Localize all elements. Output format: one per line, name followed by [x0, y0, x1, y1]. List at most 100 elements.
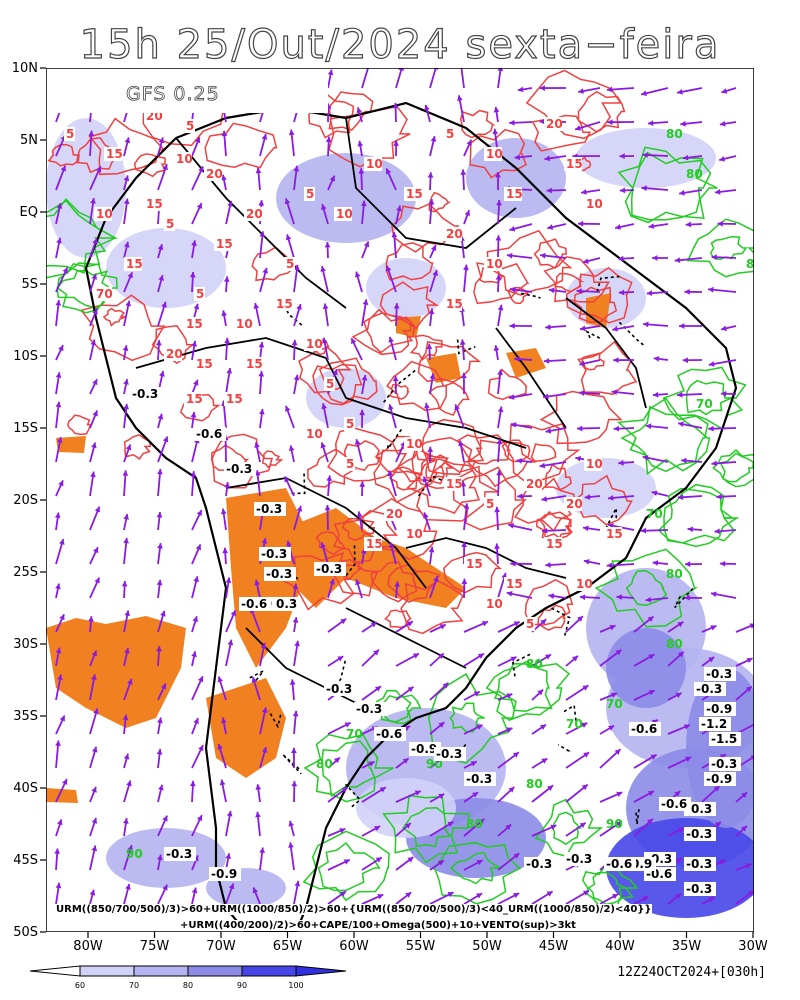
cape-contour	[102, 307, 126, 327]
wind-arrow	[55, 740, 61, 769]
humidity-contour	[433, 841, 521, 905]
colorbar-segment	[133, 965, 189, 977]
wind-arrow	[667, 651, 685, 667]
wind-arrow	[190, 411, 197, 429]
wind-arrow	[217, 743, 227, 769]
state-border	[520, 292, 541, 299]
wind-arrow	[288, 820, 295, 837]
wind-arrow	[531, 757, 548, 769]
cape-contour	[204, 122, 278, 169]
omega-label: -0.3	[256, 502, 282, 516]
wind-arrow	[361, 760, 375, 769]
wind-arrow	[607, 119, 635, 126]
humidity-label: 70	[696, 397, 713, 411]
wind-arrow	[189, 780, 196, 803]
omega-area	[46, 616, 186, 728]
wind-arrow	[55, 299, 62, 327]
cape-label: 15	[406, 187, 423, 201]
humidity-contour	[624, 151, 718, 224]
wind-arrow	[89, 238, 98, 259]
wind-arrow	[516, 458, 533, 464]
wind-arrow	[606, 562, 635, 569]
country-border	[345, 117, 517, 249]
wind-arrow	[356, 107, 363, 123]
wind-arrow	[320, 442, 329, 463]
wind-arrow	[191, 675, 204, 701]
wind-arrow	[327, 578, 335, 599]
cape-label: 10	[336, 207, 353, 221]
wind-arrow	[578, 390, 601, 396]
wind-arrow	[327, 858, 351, 871]
wind-arrow	[89, 546, 99, 565]
wind-arrow	[327, 786, 349, 803]
wind-arrow	[55, 202, 63, 225]
wind-arrow	[510, 560, 533, 567]
cape-contour	[312, 363, 363, 406]
formula-line-1: URM((850/700/500)/3)>60+URM((1000/850)/2…	[56, 904, 652, 915]
wind-arrow	[674, 257, 703, 264]
wind-arrow	[497, 656, 517, 667]
cape-contour	[400, 579, 464, 635]
wind-arrow	[708, 425, 737, 432]
lat-tick-label: 25S	[13, 565, 38, 580]
cape-contour	[425, 454, 454, 479]
wind-arrow	[651, 490, 669, 497]
wind-arrow	[708, 359, 737, 367]
wind-arrow	[225, 577, 232, 599]
cape-contour	[388, 466, 422, 491]
humidity-contour	[485, 661, 571, 721]
wind-arrow	[565, 822, 587, 837]
wind-arrow	[539, 85, 567, 91]
wind-arrow	[55, 237, 62, 259]
wind-arrow	[89, 273, 98, 293]
wind-arrow	[497, 693, 513, 701]
humidity-label: 80	[686, 167, 703, 181]
wind-arrow	[497, 892, 520, 905]
wind-arrow	[633, 689, 656, 701]
wind-arrow	[611, 389, 635, 396]
cape-label: 15	[506, 577, 523, 591]
wind-arrow	[599, 748, 622, 769]
lon-tick-label: 65W	[273, 939, 303, 954]
wind-arrow	[293, 374, 300, 395]
humidity-label: 80	[466, 817, 483, 831]
wind-arrow	[225, 883, 235, 905]
omega-label: -0.3	[226, 462, 252, 476]
wind-arrow	[509, 323, 533, 329]
wind-arrow	[429, 652, 445, 667]
lat-tick-label: 30S	[13, 637, 38, 652]
wind-arrow	[496, 469, 502, 497]
cape-contour	[545, 463, 572, 491]
wind-arrow	[361, 786, 387, 803]
wind-arrow	[508, 393, 533, 400]
wind-arrow	[225, 367, 233, 395]
humidity-label: 90	[126, 847, 143, 861]
wind-arrow	[157, 610, 166, 633]
wind-arrow	[327, 827, 346, 837]
cape-label: 15	[466, 557, 483, 571]
wind-arrow	[460, 169, 467, 191]
humidity-contour	[620, 405, 711, 476]
wind-arrow	[497, 304, 504, 327]
cape-contour	[417, 341, 482, 384]
wind-arrow	[324, 242, 331, 259]
wind-arrow	[191, 744, 204, 769]
wind-arrow	[463, 690, 481, 701]
wind-arrow	[284, 476, 295, 497]
wind-arrow	[224, 481, 230, 497]
wind-arrow	[322, 303, 329, 327]
wind-arrow	[191, 717, 199, 735]
wind-arrow	[495, 274, 502, 293]
wind-arrow	[55, 583, 61, 599]
humidity-area	[606, 628, 686, 708]
wind-arrow	[545, 324, 567, 331]
wind-arrow	[514, 356, 533, 363]
wind-arrow	[684, 288, 703, 295]
wind-arrow	[327, 175, 336, 191]
wind-arrow	[123, 271, 134, 293]
wind-arrow	[645, 423, 669, 430]
wind-arrow	[599, 791, 623, 803]
humidity-contour	[302, 830, 390, 902]
wind-arrow	[509, 223, 533, 232]
omega-label: -1.5	[711, 732, 737, 746]
